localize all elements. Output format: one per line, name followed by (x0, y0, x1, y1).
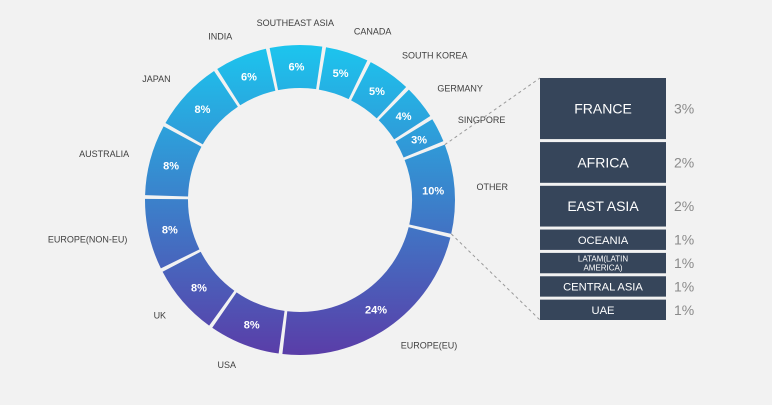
breakdown-bar-france (540, 78, 666, 140)
slice-value-label: 24% (365, 305, 387, 317)
slice-value-label: 8% (244, 319, 260, 331)
slice-southeast-asia (269, 44, 323, 91)
breakdown-bar-oceania (540, 229, 666, 250)
slice-category-label: SOUTH KOREA (402, 50, 468, 60)
slice-category-label: UK (154, 311, 167, 321)
breakdown-label: AFRICA (577, 154, 629, 170)
slice-category-label: GERMANY (437, 83, 483, 93)
slice-category-label: USA (217, 360, 236, 370)
slice-category-label: OTHER (477, 182, 509, 192)
slice-value-label: 5% (369, 86, 385, 98)
slice-south-korea (351, 62, 407, 119)
slice-value-label: 6% (241, 72, 257, 84)
breakdown-bar-central-asia (540, 276, 666, 297)
slice-australia (145, 126, 202, 197)
slice-category-labels: SOUTHEAST ASIA CANADA SOUTH KOREA GERMANY SI… (48, 18, 509, 370)
slice-value-label: 8% (163, 160, 179, 172)
donut-slices (145, 44, 455, 355)
breakdown-value-label: 1% (674, 232, 694, 248)
breakdown-label: AMERICA) (583, 264, 622, 273)
slice-singpore (395, 119, 444, 158)
breakdown-value-label: 1% (674, 278, 694, 294)
breakdown-label: OCEANIA (578, 235, 629, 247)
slice-value-label: 8% (191, 282, 207, 294)
breakdown-bar-uae (540, 299, 666, 320)
slice-europe-non-eu (145, 198, 200, 269)
slice-india (217, 48, 276, 106)
slice-category-label: AUSTRALIA (79, 149, 129, 159)
slice-category-label: CANADA (354, 26, 392, 36)
slice-usa (212, 292, 285, 354)
slice-value-label: 8% (194, 104, 210, 116)
connector-line-top (444, 77, 541, 146)
slice-value-label: 4% (396, 111, 412, 123)
slice-other (404, 144, 455, 234)
other-breakdown-panel: FRANCE 3% AFRICA 2% EAST ASIA 2% OCEANIA 1% LATA… (540, 78, 694, 320)
breakdown-value-label: 1% (674, 255, 694, 271)
breakdown-value-label: 2% (674, 198, 694, 214)
slice-category-label: JAPAN (142, 74, 170, 84)
breakdown-bar-east-asia (540, 185, 666, 227)
slice-canada (318, 47, 368, 100)
slice-category-label: EUROPE(NON-EU) (48, 234, 128, 244)
slice-value-label: 10% (422, 185, 444, 197)
breakdown-value-label: 3% (674, 101, 694, 117)
breakdown-bar-latam-latin-america (540, 252, 666, 274)
slice-value-labels: 6% 5% 5% 4% 3% 10% 24% 8% 8% 8% 8% 8% 6% (162, 62, 444, 332)
slice-value-label: 8% (162, 225, 178, 237)
breakdown-label: EAST ASIA (567, 198, 639, 214)
slice-value-label: 3% (411, 135, 427, 147)
breakdown-label: CENTRAL ASIA (563, 281, 643, 293)
slice-category-label: SOUTHEAST ASIA (257, 18, 334, 28)
breakdown-connectors (444, 77, 541, 321)
slice-category-label: SINGPORE (458, 115, 506, 125)
breakdown-value-label: 2% (674, 154, 694, 170)
slice-uk (162, 251, 235, 326)
connector-line-bottom (450, 233, 541, 321)
slice-europe-eu (282, 227, 451, 355)
slice-value-label: 5% (333, 68, 349, 80)
slice-category-label: INDIA (208, 31, 232, 41)
breakdown-bar-africa (540, 142, 666, 183)
breakdown-label: UAE (591, 305, 614, 317)
slice-japan (165, 71, 238, 145)
slice-value-label: 6% (289, 62, 305, 74)
breakdown-label: FRANCE (574, 101, 632, 117)
breakdown-label: LATAM(LATIN (578, 255, 628, 264)
slice-category-label: EUROPE(EU) (401, 340, 458, 350)
breakdown-value-label: 1% (674, 302, 694, 318)
slice-germany (378, 89, 431, 140)
